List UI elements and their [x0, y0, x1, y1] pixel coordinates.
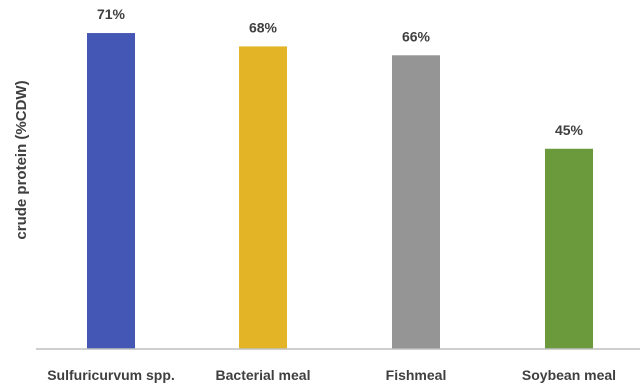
- bar-4: [545, 148, 593, 349]
- tick-labels-group: Sulfuricurvum spp. Bacterial meal Fishmeal…: [47, 367, 616, 383]
- data-label-3: 66%: [402, 28, 431, 44]
- data-label-1: 71%: [97, 6, 126, 22]
- x-tick-label-2: Bacterial meal: [216, 367, 311, 383]
- data-label-4: 45%: [555, 122, 584, 138]
- bar-2: [239, 46, 287, 350]
- x-tick-label-3: Fishmeal: [386, 367, 447, 383]
- x-tick-label-4: Soybean meal: [522, 367, 616, 383]
- y-axis-title: crude protein (%CDW): [13, 80, 30, 239]
- bar-1: [87, 33, 135, 350]
- data-label-2: 68%: [249, 19, 278, 35]
- data-labels-group: 71% 68% 66% 45%: [97, 6, 584, 138]
- x-tick-label-1: Sulfuricurvum spp.: [47, 367, 175, 383]
- bar-3: [392, 55, 440, 350]
- bars-group: [87, 33, 593, 350]
